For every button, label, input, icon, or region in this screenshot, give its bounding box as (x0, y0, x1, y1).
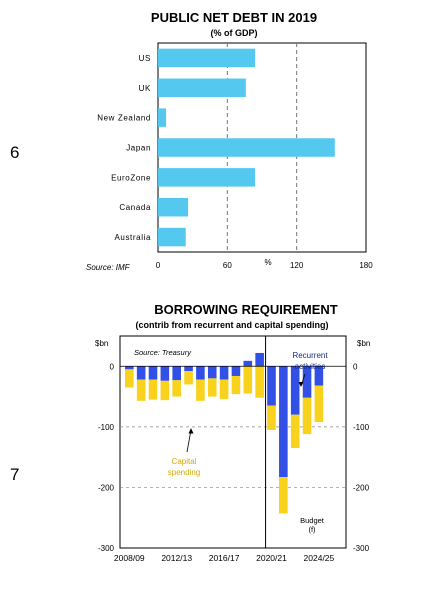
chart1-category-label-eurozone: EuroZone (111, 173, 151, 182)
chart1-bar-eurozone (158, 168, 256, 187)
chart2-bar-capital-2013/14 (184, 371, 193, 385)
chart2-y-label-left: $bn (95, 339, 108, 348)
chart1-bar-australia (158, 227, 186, 247)
chart1-bar-new-zealand (158, 108, 167, 127)
chart1-category-label-uk: UK (139, 84, 151, 93)
chart1-category-label-japan: Japan (126, 144, 151, 153)
chart2-source: Source: Treasury (134, 348, 192, 357)
chart2-subtitle: (contrib from recurrent and capital spen… (135, 320, 328, 330)
budget-annotation-line1: Budget (300, 516, 325, 525)
chart1-category-label-new-zealand: New Zealand (97, 114, 151, 123)
chart1-bar-us (158, 48, 256, 68)
capital-arrowhead (188, 428, 194, 434)
chart2-x-tick-2012/13: 2012/13 (161, 553, 192, 563)
chart2-bar-recurrent-2022/23 (290, 366, 300, 415)
chart2-bar-capital-2015/16 (207, 378, 217, 397)
chart1-x-axis-label: % (264, 258, 271, 267)
chart2-bar-capital-2008/09 (125, 369, 134, 388)
chart2-x-tick-labels: 2008/09 2012/13 2016/17 2020/21 2024/25 (114, 553, 335, 563)
chart2-gridlines (120, 426, 346, 488)
recurrent-arrowhead (298, 382, 304, 387)
page-number-6: 6 (10, 143, 20, 162)
chart2-y-tick-left--100: -100 (98, 423, 115, 432)
chart1-bars (158, 48, 335, 247)
chart2-bars (125, 352, 324, 514)
chart2-bar-capital-2010/11 (148, 379, 158, 400)
chart1-bar-japan (158, 138, 335, 157)
chart2-bar-capital-2019/20 (255, 366, 264, 398)
capital-annotation-line2: spending (168, 468, 200, 477)
capital-arrow (186, 429, 192, 453)
chart1-x-tick-180: 180 (359, 261, 373, 270)
recurrent-annotation-line2: activities (295, 362, 326, 371)
chart1-x-tick-labels: 0 60 120 180 (156, 261, 373, 270)
chart2-bar-recurrent-2011/12 (160, 366, 170, 381)
chart2-y-tick-right--100: -100 (353, 423, 370, 432)
chart1-category-label-canada: Canada (119, 203, 151, 212)
chart2-bar-capital-2009/10 (136, 379, 146, 401)
borrowing-requirement-chart: BORROWING REQUIREMENT (contrib from recu… (95, 302, 370, 563)
capital-annotation-line1: Capital (172, 457, 197, 466)
chart2-bar-recurrent-2010/11 (148, 366, 158, 380)
chart2-bar-capital-2017/18 (231, 375, 241, 395)
chart1-category-label-us: US (139, 54, 151, 63)
chart2-bar-recurrent-2012/13 (172, 366, 181, 381)
chart2-bar-recurrent-2016/17 (219, 366, 229, 380)
chart2-bar-capital-2016/17 (219, 379, 229, 399)
chart2-bar-recurrent-2015/16 (207, 366, 217, 379)
chart2-bar-recurrent-2020/21 (267, 366, 276, 406)
chart2-y-tick-left--300: -300 (98, 544, 115, 553)
chart2-title: BORROWING REQUIREMENT (154, 302, 338, 317)
chart1-x-tick-120: 120 (290, 261, 304, 270)
public-net-debt-chart: PUBLIC NET DEBT IN 2019 (% of GDP) US UK N… (86, 10, 373, 272)
chart2-y-label-right: $bn (357, 339, 370, 348)
chart1-x-tick-0: 0 (156, 261, 161, 270)
chart1-category-label-australia: Australia (114, 233, 151, 242)
chart1-source: Source: IMF (86, 263, 131, 272)
chart2-x-tick-2016/17: 2016/17 (209, 553, 240, 563)
chart2-y-tick-left-0: 0 (110, 362, 115, 371)
chart2-bar-recurrent-2009/10 (136, 366, 146, 380)
chart2-bar-recurrent-2024/25 (314, 366, 324, 386)
chart2-bar-recurrent-2017/18 (231, 366, 241, 376)
chart2-plot-area (119, 335, 347, 549)
chart2-x-tick-2008/09: 2008/09 (114, 553, 145, 563)
chart1-x-tick-60: 60 (223, 261, 232, 270)
chart1-bar-uk (158, 78, 246, 98)
chart2-bar-recurrent-2021/22 (279, 366, 288, 478)
chart2-y-tick-left--200: -200 (98, 483, 115, 492)
chart2-bar-capital-2022/23 (290, 414, 300, 449)
chart2-bar-capital-2020/21 (267, 405, 276, 430)
chart2-bar-recurrent-2008/09 (125, 366, 134, 370)
chart2-bar-capital-2018/19 (243, 366, 253, 394)
chart2-bar-recurrent-2014/15 (196, 366, 205, 380)
chart2-bar-capital-2014/15 (196, 379, 205, 401)
budget-annotation-line2: (f) (308, 525, 316, 534)
chart2-bar-recurrent-2018/19 (243, 360, 253, 367)
chart2-bar-capital-2011/12 (160, 380, 170, 401)
chart2-y-tick-right-0: 0 (353, 362, 358, 371)
chart2-bar-capital-2012/13 (172, 380, 181, 397)
chart2-x-tick-2024/25: 2024/25 (304, 553, 335, 563)
recurrent-annotation-line1: Recurrent (292, 351, 328, 360)
chart2-bar-capital-2024/25 (314, 385, 324, 423)
chart2-y-tick-labels: 0 0 -100 -100 -200 -200 -300 -300 (98, 362, 370, 553)
chart2-y-tick-right--300: -300 (353, 544, 370, 553)
chart2-y-tick-right--200: -200 (353, 483, 370, 492)
chart2-bar-recurrent-2019/20 (255, 352, 264, 367)
chart2-bar-recurrent-2013/14 (184, 366, 193, 372)
chart1-bar-canada (158, 197, 189, 217)
chart1-title: PUBLIC NET DEBT IN 2019 (151, 10, 317, 25)
chart1-category-labels: US UK New Zealand Japan EuroZone Canada Austra… (97, 54, 151, 242)
page-number-7: 7 (10, 465, 20, 484)
chart2-bar-recurrent-2023/24 (302, 366, 312, 398)
chart2-x-tick-2020/21: 2020/21 (256, 553, 287, 563)
chart1-subtitle: (% of GDP) (211, 28, 258, 38)
chart2-bar-capital-2021/22 (279, 477, 288, 514)
chart2-bar-capital-2023/24 (302, 397, 312, 435)
